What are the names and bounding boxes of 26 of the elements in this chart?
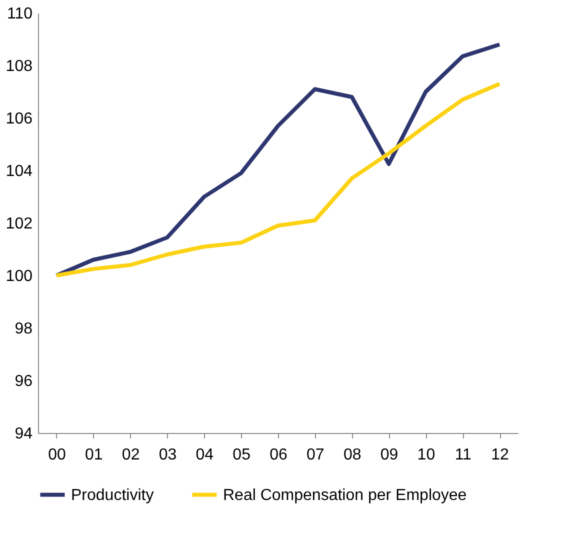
x-tick-label: 06: [270, 446, 288, 464]
x-tick-label: 07: [306, 446, 324, 464]
y-tick-label: 98: [14, 320, 33, 338]
y-tick-label: 110: [6, 6, 33, 22]
x-tick-label: 12: [491, 446, 510, 464]
y-tick-label: 102: [6, 216, 33, 232]
y-tick-label: 104: [6, 163, 33, 180]
y-tick-label: 100: [6, 268, 33, 285]
x-tick-label: 04: [196, 446, 214, 464]
x-tick-label: 08: [343, 446, 362, 464]
line-series: [54, 82, 502, 278]
legend-label: Productivity: [71, 486, 154, 504]
x-tick-label: 00: [48, 446, 66, 464]
y-tick-label: 106: [6, 110, 33, 128]
y-tick-label: 96: [14, 373, 33, 390]
x-tick-label: 11: [454, 446, 472, 464]
y-tick-label: 94: [14, 426, 33, 442]
x-tick-label: 10: [417, 446, 436, 464]
legend-label: Real Compensation per Employee: [223, 486, 467, 504]
x-tick-label: 01: [84, 446, 103, 464]
x-tick-label: 09: [380, 446, 398, 464]
y-tick-label: 108: [6, 58, 33, 75]
x-tick-label: 05: [232, 446, 251, 464]
x-tick-label: 03: [158, 446, 177, 464]
x-tick-label: 02: [122, 446, 140, 464]
line-series: [54, 42, 502, 278]
